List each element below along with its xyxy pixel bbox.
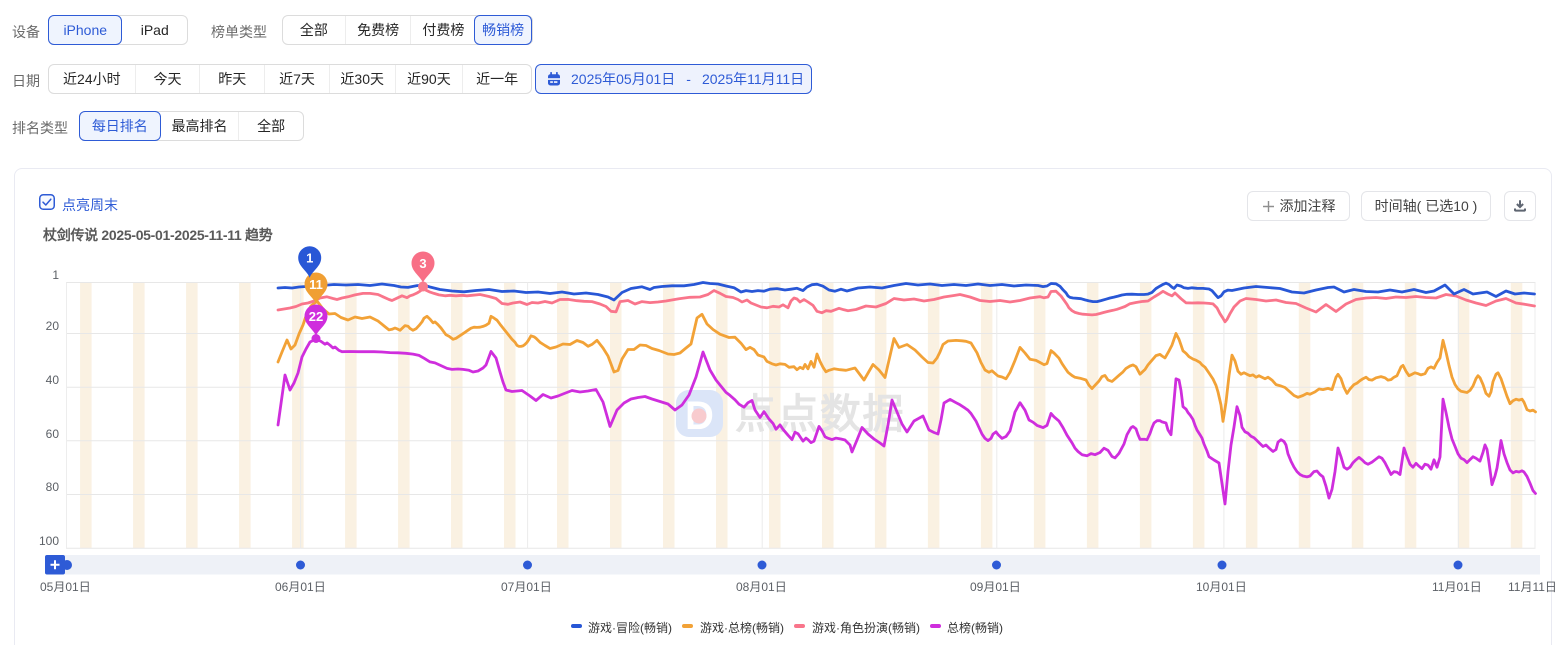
svg-text:1: 1 bbox=[306, 251, 313, 266]
svg-text:3: 3 bbox=[419, 256, 426, 271]
svg-text:11: 11 bbox=[309, 277, 323, 292]
svg-text:22: 22 bbox=[309, 309, 323, 324]
